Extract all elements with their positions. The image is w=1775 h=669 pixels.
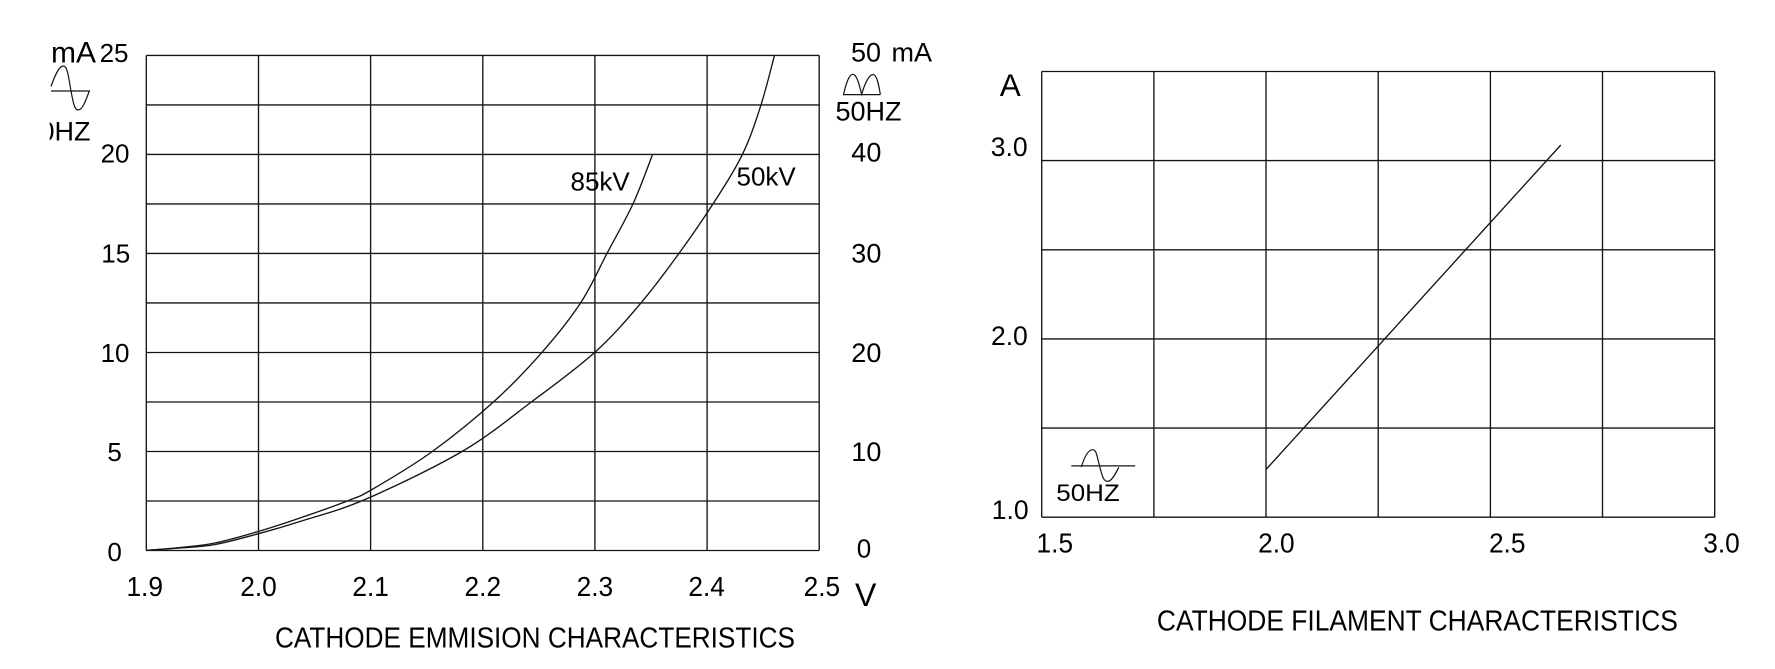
- svg-text:A: A: [1000, 67, 1021, 103]
- svg-text:2.4: 2.4: [688, 571, 725, 602]
- svg-text:5: 5: [107, 437, 121, 467]
- svg-text:2.1: 2.1: [352, 571, 389, 602]
- svg-text:40: 40: [851, 138, 881, 168]
- svg-text:2.5: 2.5: [804, 571, 841, 602]
- svg-text:mA: mA: [51, 36, 96, 69]
- svg-text:3.0: 3.0: [991, 132, 1028, 162]
- svg-text:V: V: [855, 577, 877, 613]
- svg-text:50HZ: 50HZ: [25, 117, 91, 147]
- svg-text:CATHODE EMMISION CHARACTERISTI: CATHODE EMMISION CHARACTERISTICS: [275, 623, 795, 655]
- svg-text:mA: mA: [892, 37, 933, 67]
- svg-text:2.5: 2.5: [1489, 527, 1526, 558]
- svg-text:10: 10: [101, 338, 130, 368]
- svg-text:30: 30: [851, 239, 881, 269]
- svg-text:0: 0: [857, 534, 871, 564]
- svg-text:0: 0: [107, 537, 121, 567]
- svg-text:CATHODE FILAMENT CHARACTERISTI: CATHODE FILAMENT CHARACTERISTICS: [1157, 606, 1678, 638]
- svg-text:50kV: 50kV: [737, 162, 797, 192]
- svg-text:1.0: 1.0: [992, 495, 1029, 525]
- svg-text:1.9: 1.9: [126, 571, 163, 602]
- svg-text:85kV: 85kV: [571, 166, 631, 196]
- svg-text:20: 20: [101, 139, 130, 169]
- svg-text:10: 10: [851, 437, 881, 467]
- svg-text:2.0: 2.0: [240, 571, 277, 602]
- svg-text:15: 15: [101, 239, 130, 269]
- svg-text:50: 50: [851, 37, 881, 67]
- svg-text:2.0: 2.0: [991, 321, 1028, 351]
- svg-text:50HZ: 50HZ: [836, 97, 902, 127]
- svg-text:2.0: 2.0: [1258, 527, 1295, 558]
- svg-text:2.3: 2.3: [577, 571, 614, 602]
- svg-text:2.2: 2.2: [465, 571, 502, 602]
- svg-text:3.0: 3.0: [1703, 527, 1740, 558]
- svg-text:25: 25: [100, 38, 129, 68]
- svg-text:1.5: 1.5: [1037, 527, 1074, 558]
- svg-text:20: 20: [851, 338, 881, 368]
- svg-text:50HZ: 50HZ: [1056, 480, 1120, 507]
